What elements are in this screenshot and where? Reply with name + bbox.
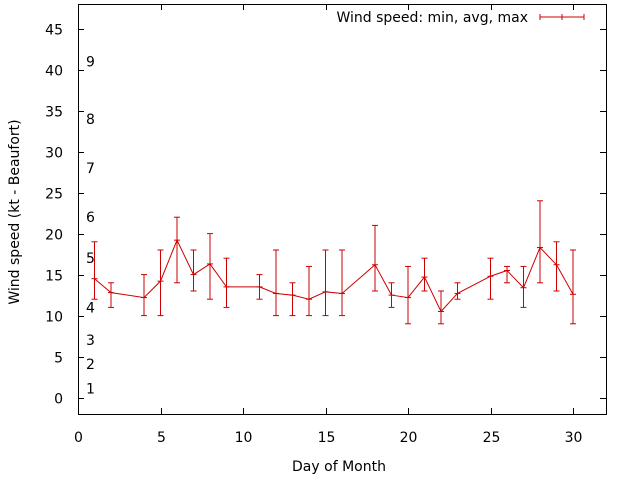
y-tick-label: 40 (45, 64, 63, 80)
beaufort-label: 5 (86, 251, 95, 267)
x-tick-label: 30 (565, 430, 583, 446)
y-tick-label: 15 (45, 269, 63, 285)
beaufort-scale-labels: 1 2 3 4 5 6 7 8 9 (86, 54, 95, 397)
beaufort-label: 9 (86, 54, 95, 70)
x-tick-label: 10 (235, 430, 253, 446)
beaufort-label: 2 (86, 357, 95, 373)
y-tick-label: 35 (45, 105, 63, 121)
y-tick-label: 10 (45, 310, 63, 326)
beaufort-label: 4 (86, 300, 95, 316)
legend-label: Wind speed: min, avg, max (336, 10, 528, 26)
avg-line (94, 238, 574, 313)
y-axis-label: Wind speed (kt - Beaufort) (7, 119, 23, 304)
y-tick-label: 20 (45, 228, 63, 244)
beaufort-label: 1 (86, 382, 95, 398)
x-axis-label: Day of Month (292, 459, 386, 475)
x-tick-label: 15 (318, 430, 336, 446)
x-tick-label: 20 (400, 430, 418, 446)
beaufort-label: 6 (86, 210, 95, 226)
beaufort-label: 7 (86, 161, 95, 177)
series-layer (91, 200, 576, 325)
y-tick-label: 25 (45, 187, 63, 203)
y-tick-label: 5 (54, 351, 63, 367)
beaufort-label: 8 (86, 112, 95, 128)
legend: Wind speed: min, avg, max (336, 10, 585, 26)
x-tick-label: 25 (483, 430, 501, 446)
plot-frame (78, 4, 607, 415)
y-tick-label: 30 (45, 146, 63, 162)
y-tick-label: 0 (54, 392, 63, 408)
x-tick-label: 0 (74, 430, 83, 446)
y-tick-label: 45 (45, 23, 63, 39)
legend-sample (539, 14, 585, 20)
x-tick-label: 5 (157, 430, 166, 446)
beaufort-label: 3 (86, 333, 95, 349)
